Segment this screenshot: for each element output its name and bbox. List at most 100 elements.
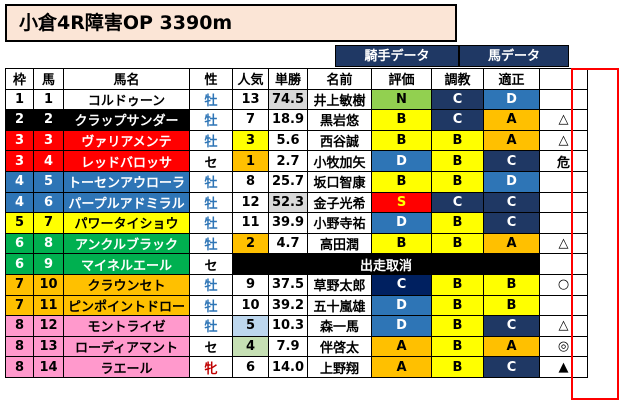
horse-name: ヴァリアメンテ xyxy=(63,129,190,152)
horse-sex: 牡 xyxy=(189,315,233,337)
jockey-name: 坂口智康 xyxy=(307,170,372,193)
horse-sex: セ xyxy=(189,335,233,358)
horse-sex: 牡 xyxy=(189,109,233,131)
popularity: 12 xyxy=(232,191,269,214)
horse-name: クラウンセト xyxy=(63,273,190,296)
prediction-mark xyxy=(539,253,588,275)
horse-sex: 牡 xyxy=(189,294,233,317)
jockey-name: 井上敏樹 xyxy=(307,88,372,111)
col-jockey: 名前 xyxy=(307,68,372,90)
training-grade: C xyxy=(431,88,484,111)
prediction-mark xyxy=(539,212,588,234)
training-grade: B xyxy=(431,356,484,378)
jockey-name: 五十嵐雄 xyxy=(307,294,372,317)
popularity: 10 xyxy=(232,294,269,317)
win-odds: 4.7 xyxy=(268,232,308,255)
prediction-mark: △ xyxy=(539,232,588,255)
horse-name: アンクルブラック xyxy=(63,232,190,255)
popularity: 9 xyxy=(232,273,269,296)
col-horse-name: 馬名 xyxy=(63,68,190,90)
training-grade: B xyxy=(431,232,484,255)
waku-number: 8 xyxy=(5,356,34,378)
popularity: 11 xyxy=(232,212,269,234)
horse-sex: 牡 xyxy=(189,273,233,296)
popularity: 7 xyxy=(232,109,269,131)
jockey-name: 伴啓太 xyxy=(307,335,372,358)
horse-name: ローディアマント xyxy=(63,335,190,358)
prediction-mark: ▲ xyxy=(539,356,588,378)
aptitude-grade: C xyxy=(483,315,540,337)
col-odds: 単勝 xyxy=(268,68,308,90)
waku-number: 2 xyxy=(5,109,34,131)
training-grade: B xyxy=(431,150,484,172)
jockey-name: 森一馬 xyxy=(307,315,372,337)
popularity: 2 xyxy=(232,232,269,255)
popularity: 13 xyxy=(232,88,269,111)
horse-name: ピンポイントドロー xyxy=(63,294,190,317)
popularity: 5 xyxy=(232,315,269,337)
horse-number: 4 xyxy=(33,150,64,172)
table-row: 3 3 ヴァリアメンテ牡 3 5.6 西谷誠 B B A △ xyxy=(5,129,588,152)
win-odds: 74.5 xyxy=(268,88,308,111)
horse-name: レッドバロッサ xyxy=(63,150,190,172)
win-odds: 39.9 xyxy=(268,212,308,234)
col-uma: 馬 xyxy=(33,68,64,90)
prediction-mark: △ xyxy=(539,315,588,337)
col-popularity: 人気 xyxy=(232,68,269,90)
win-odds: 7.9 xyxy=(268,335,308,358)
horse-number: 7 xyxy=(33,212,64,234)
popularity: 4 xyxy=(232,335,269,358)
win-odds: 14.0 xyxy=(268,356,308,378)
training-grade: B xyxy=(431,273,484,296)
col-training: 調教 xyxy=(431,68,484,90)
horse-sex: 牡 xyxy=(189,170,233,193)
waku-number: 3 xyxy=(5,150,34,172)
popularity: 6 xyxy=(232,356,269,378)
waku-number: 7 xyxy=(5,273,34,296)
horse-sex: 牝 xyxy=(189,356,233,378)
horse-name: トーセンアウローラ xyxy=(63,170,190,193)
horse-sex: セ xyxy=(189,150,233,172)
table-row: 1 1 コルドゥーン牡 13 74.5 井上敏樹 N C D xyxy=(5,88,588,111)
prediction-mark xyxy=(539,191,588,214)
waku-number: 4 xyxy=(5,191,34,214)
horse-sex: 牡 xyxy=(189,191,233,214)
training-grade: B xyxy=(431,335,484,358)
aptitude-grade: C xyxy=(483,212,540,234)
waku-number: 4 xyxy=(5,170,34,193)
table-row: 5 7 パワータイショウ牡 11 39.9 小野寺祐 D B C xyxy=(5,212,588,234)
training-grade: C xyxy=(431,109,484,131)
popularity: 1 xyxy=(232,150,269,172)
waku-number: 8 xyxy=(5,315,34,337)
popularity: 8 xyxy=(232,170,269,193)
horse-number: 3 xyxy=(33,129,64,152)
horse-name: モントライゼ xyxy=(63,315,190,337)
horse-number: 13 xyxy=(33,335,64,358)
horse-name: パワータイショウ xyxy=(63,212,190,234)
aptitude-grade: A xyxy=(483,129,540,152)
jockey-rating: D xyxy=(371,212,432,234)
training-grade: C xyxy=(431,191,484,214)
table-row: 2 2 クラップサンダー牡 7 18.9 黒岩悠 B C A △ xyxy=(5,109,588,131)
jockey-rating: D xyxy=(371,315,432,337)
header-row: 枠 馬 馬名 性 人気 単勝 名前 評価 調教 適正 予想 xyxy=(5,68,588,90)
aptitude-grade: B xyxy=(483,294,540,317)
aptitude-grade: C xyxy=(483,150,540,172)
prediction-mark xyxy=(539,294,588,317)
horse-number: 9 xyxy=(33,253,64,275)
jockey-rating: C xyxy=(371,273,432,296)
jockey-rating: D xyxy=(371,150,432,172)
jockey-name: 金子光希 xyxy=(307,191,372,214)
jockey-data-header: 騎手データ xyxy=(335,45,459,67)
col-aptitude: 適正 xyxy=(483,68,540,90)
waku-number: 3 xyxy=(5,129,34,152)
training-grade: B xyxy=(431,294,484,317)
aptitude-grade: A xyxy=(483,109,540,131)
training-grade: B xyxy=(431,129,484,152)
training-grade: B xyxy=(431,315,484,337)
prediction-mark: ◎ xyxy=(539,335,588,358)
horse-name: パープルアドミラル xyxy=(63,191,190,214)
table-row: 8 13 ローディアマントセ 4 7.9 伴啓太 A B A ◎ xyxy=(5,335,588,358)
jockey-rating: A xyxy=(371,335,432,358)
horse-number: 8 xyxy=(33,232,64,255)
